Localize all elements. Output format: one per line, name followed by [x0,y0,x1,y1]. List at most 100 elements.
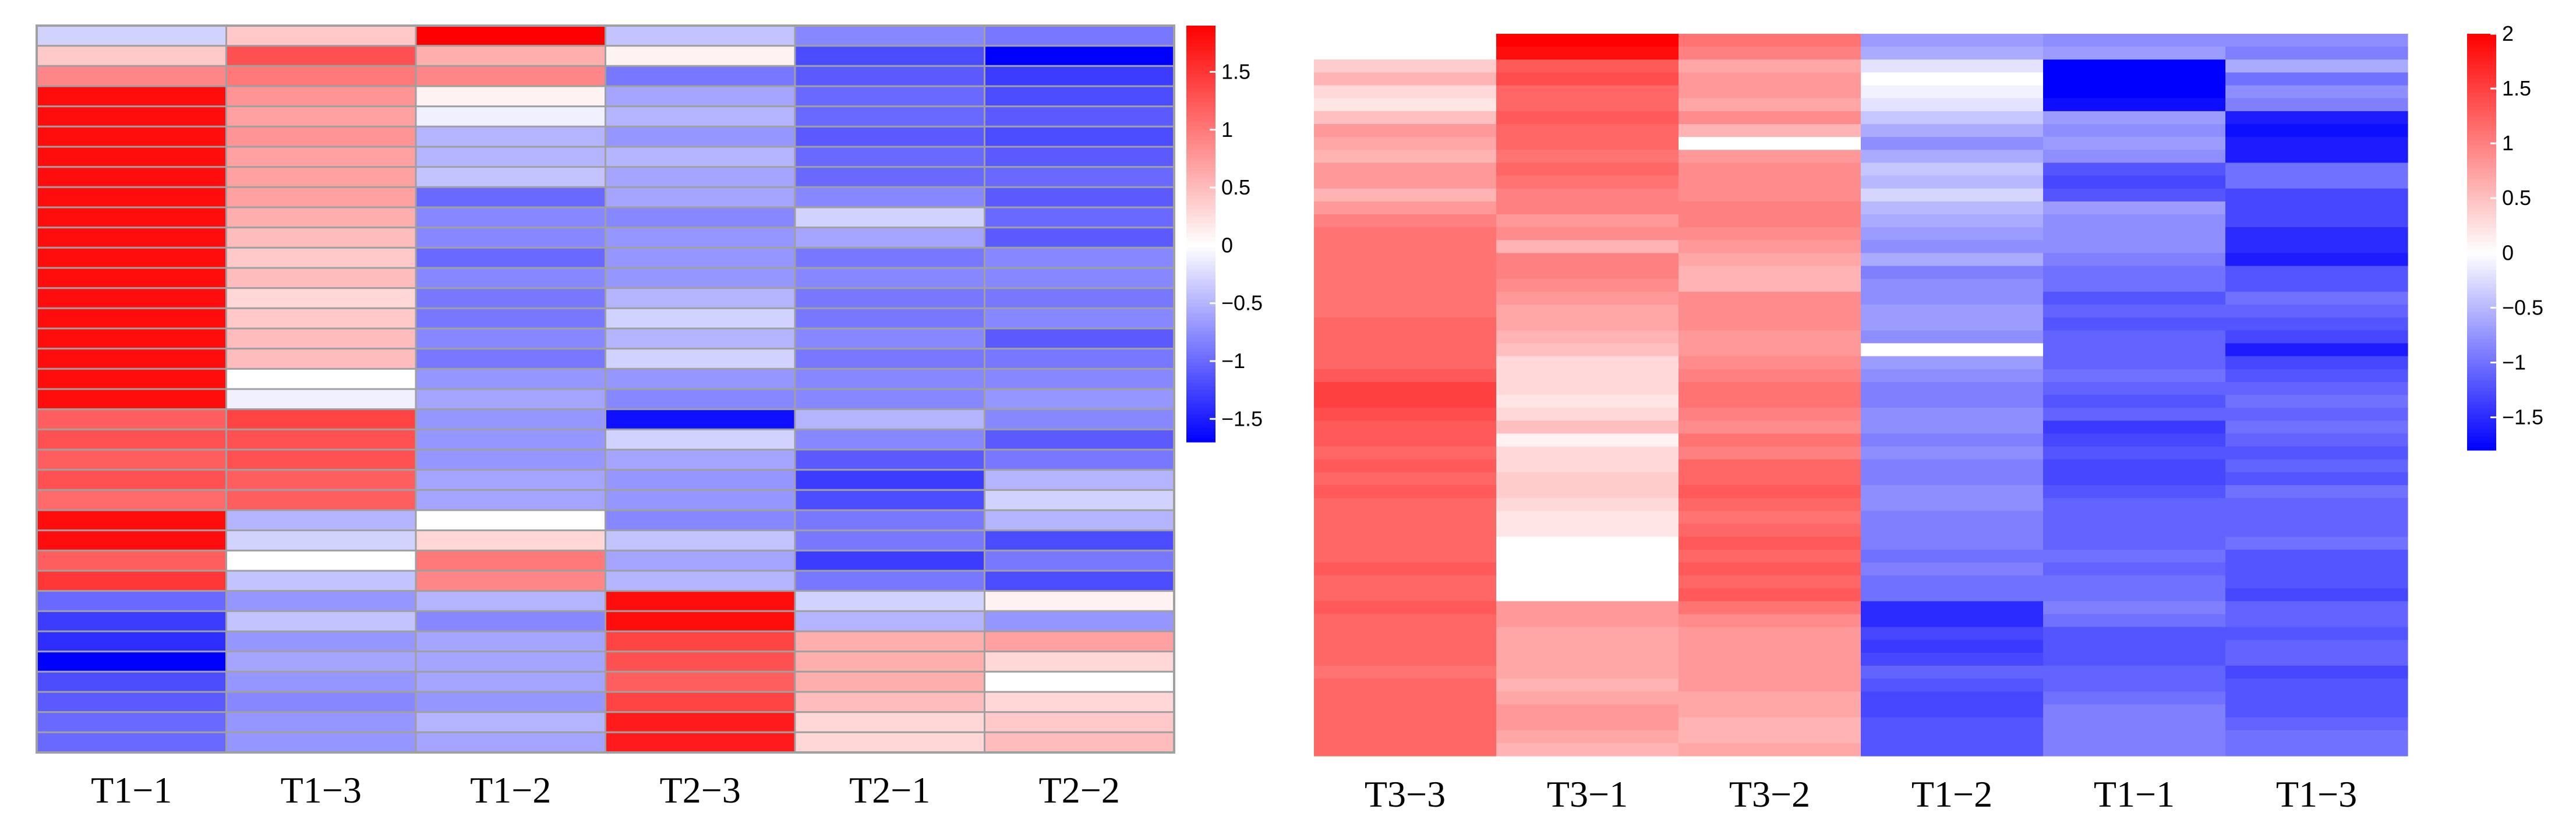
color-scale-step [1186,50,1215,54]
heatmap-cell [984,509,1175,532]
heatmap-cell [2043,278,2226,292]
heatmap-cell [605,428,796,451]
color-scale-label: −0.5 [2502,295,2543,319]
column-label: T1−3 [2276,773,2357,815]
heatmap-cell [2043,743,2226,757]
heatmap-cell [1861,227,2044,241]
heatmap-cell [1314,111,1497,125]
color-scale-step [2467,61,2496,66]
color-scale-step [2467,34,2496,38]
color-scale-step [1186,26,1215,30]
heatmap-cell [2043,459,2226,473]
heatmap-cell [1861,666,2044,679]
heatmap-cell [984,65,1175,87]
heatmap-cell [2225,730,2408,744]
heatmap-cell [1314,317,1497,331]
heatmap-cell [2225,240,2408,254]
heatmap-cell [225,509,417,532]
heatmap-cell [1496,330,1679,344]
heatmap-cell [1496,498,1679,511]
heatmap-cell [1679,691,1861,705]
heatmap-cell [2043,175,2226,189]
heatmap-cell [794,146,985,168]
color-scale-step [2467,387,2496,392]
heatmap-cell [1861,472,2044,486]
heatmap-cell [2225,317,2408,331]
color-scale-step [1186,147,1215,151]
heatmap-cell [415,388,606,411]
color-scale-step [2467,394,2496,399]
heatmap-cell [1496,175,1679,189]
color-scale-step [2467,144,2496,149]
heatmap-cell [1861,717,2044,731]
heatmap-cell [1314,214,1497,228]
heatmap-cell [2043,317,2226,331]
heatmap-cell [2225,652,2408,666]
heatmap-cell [605,670,796,693]
heatmap-cell [984,448,1175,471]
color-scale-step [2467,408,2496,413]
heatmap-cell [36,670,227,693]
color-scale-step [1186,310,1215,314]
heatmap-cell [36,45,227,67]
heatmap-cell [794,24,985,47]
heatmap-cell [984,570,1175,592]
color-scale-step [2467,373,2496,378]
heatmap-cell [1496,601,1679,615]
heatmap-cell [605,731,796,754]
color-scale-step [1186,376,1215,380]
heatmap-cell [794,327,985,350]
color-scale-step [1186,175,1215,179]
heatmap-cell [2043,691,2226,705]
heatmap-cell [984,24,1175,47]
heatmap-cell [1679,253,1861,267]
heatmap-cell [605,529,796,552]
heatmap-cell [225,610,417,632]
color-scale-step [2467,100,2496,104]
heatmap-cell [1861,201,2044,215]
heatmap-cell [2043,137,2226,150]
color-scale-step [2467,405,2496,409]
color-scale-step [1186,91,1215,96]
heatmap-cell [1496,536,1679,550]
color-scale-step [1186,359,1215,363]
heatmap-cell [36,105,227,128]
heatmap-cell [2043,227,2226,241]
color-scale-step [1186,234,1215,238]
color-scale-step [1186,29,1215,33]
color-scale-step [1186,56,1215,61]
color-scale-step [2467,363,2496,367]
heatmap-cell [1861,730,2044,744]
color-scale-step [2467,412,2496,416]
heatmap-cell [415,348,606,370]
color-scale-step [2467,231,2496,236]
heatmap-cell [984,670,1175,693]
color-scale-step [1186,282,1215,287]
color-scale-step [2467,301,2496,305]
heatmap-cell [2043,524,2226,538]
color-scale-step [2467,130,2496,135]
color-scale-step [1186,404,1215,408]
heatmap-cell [36,570,227,592]
color-scale-step [1186,272,1215,276]
heatmap-cell [36,125,227,148]
color-scale-step [2467,210,2496,215]
color-scale-step [2467,224,2496,229]
heatmap-cell [1861,601,2044,615]
column-label: T2−2 [1039,769,1120,811]
heatmap-cell [2043,536,2226,550]
heatmap-cell [1679,549,1861,563]
heatmap-cell [36,186,227,208]
heatmap-cell [225,367,417,390]
heatmap-cell [2043,652,2226,666]
heatmap-cell [1314,408,1497,421]
color-scale-step [1186,202,1215,207]
heatmap-cell [2225,575,2408,589]
heatmap-cell [1679,652,1861,666]
color-scale-step [1186,348,1215,352]
heatmap-cell [1496,59,1679,73]
heatmap-cell [1861,47,2044,60]
heatmap-cell [1496,408,1679,421]
color-scale-step [2467,72,2496,76]
heatmap-cell [984,489,1175,511]
